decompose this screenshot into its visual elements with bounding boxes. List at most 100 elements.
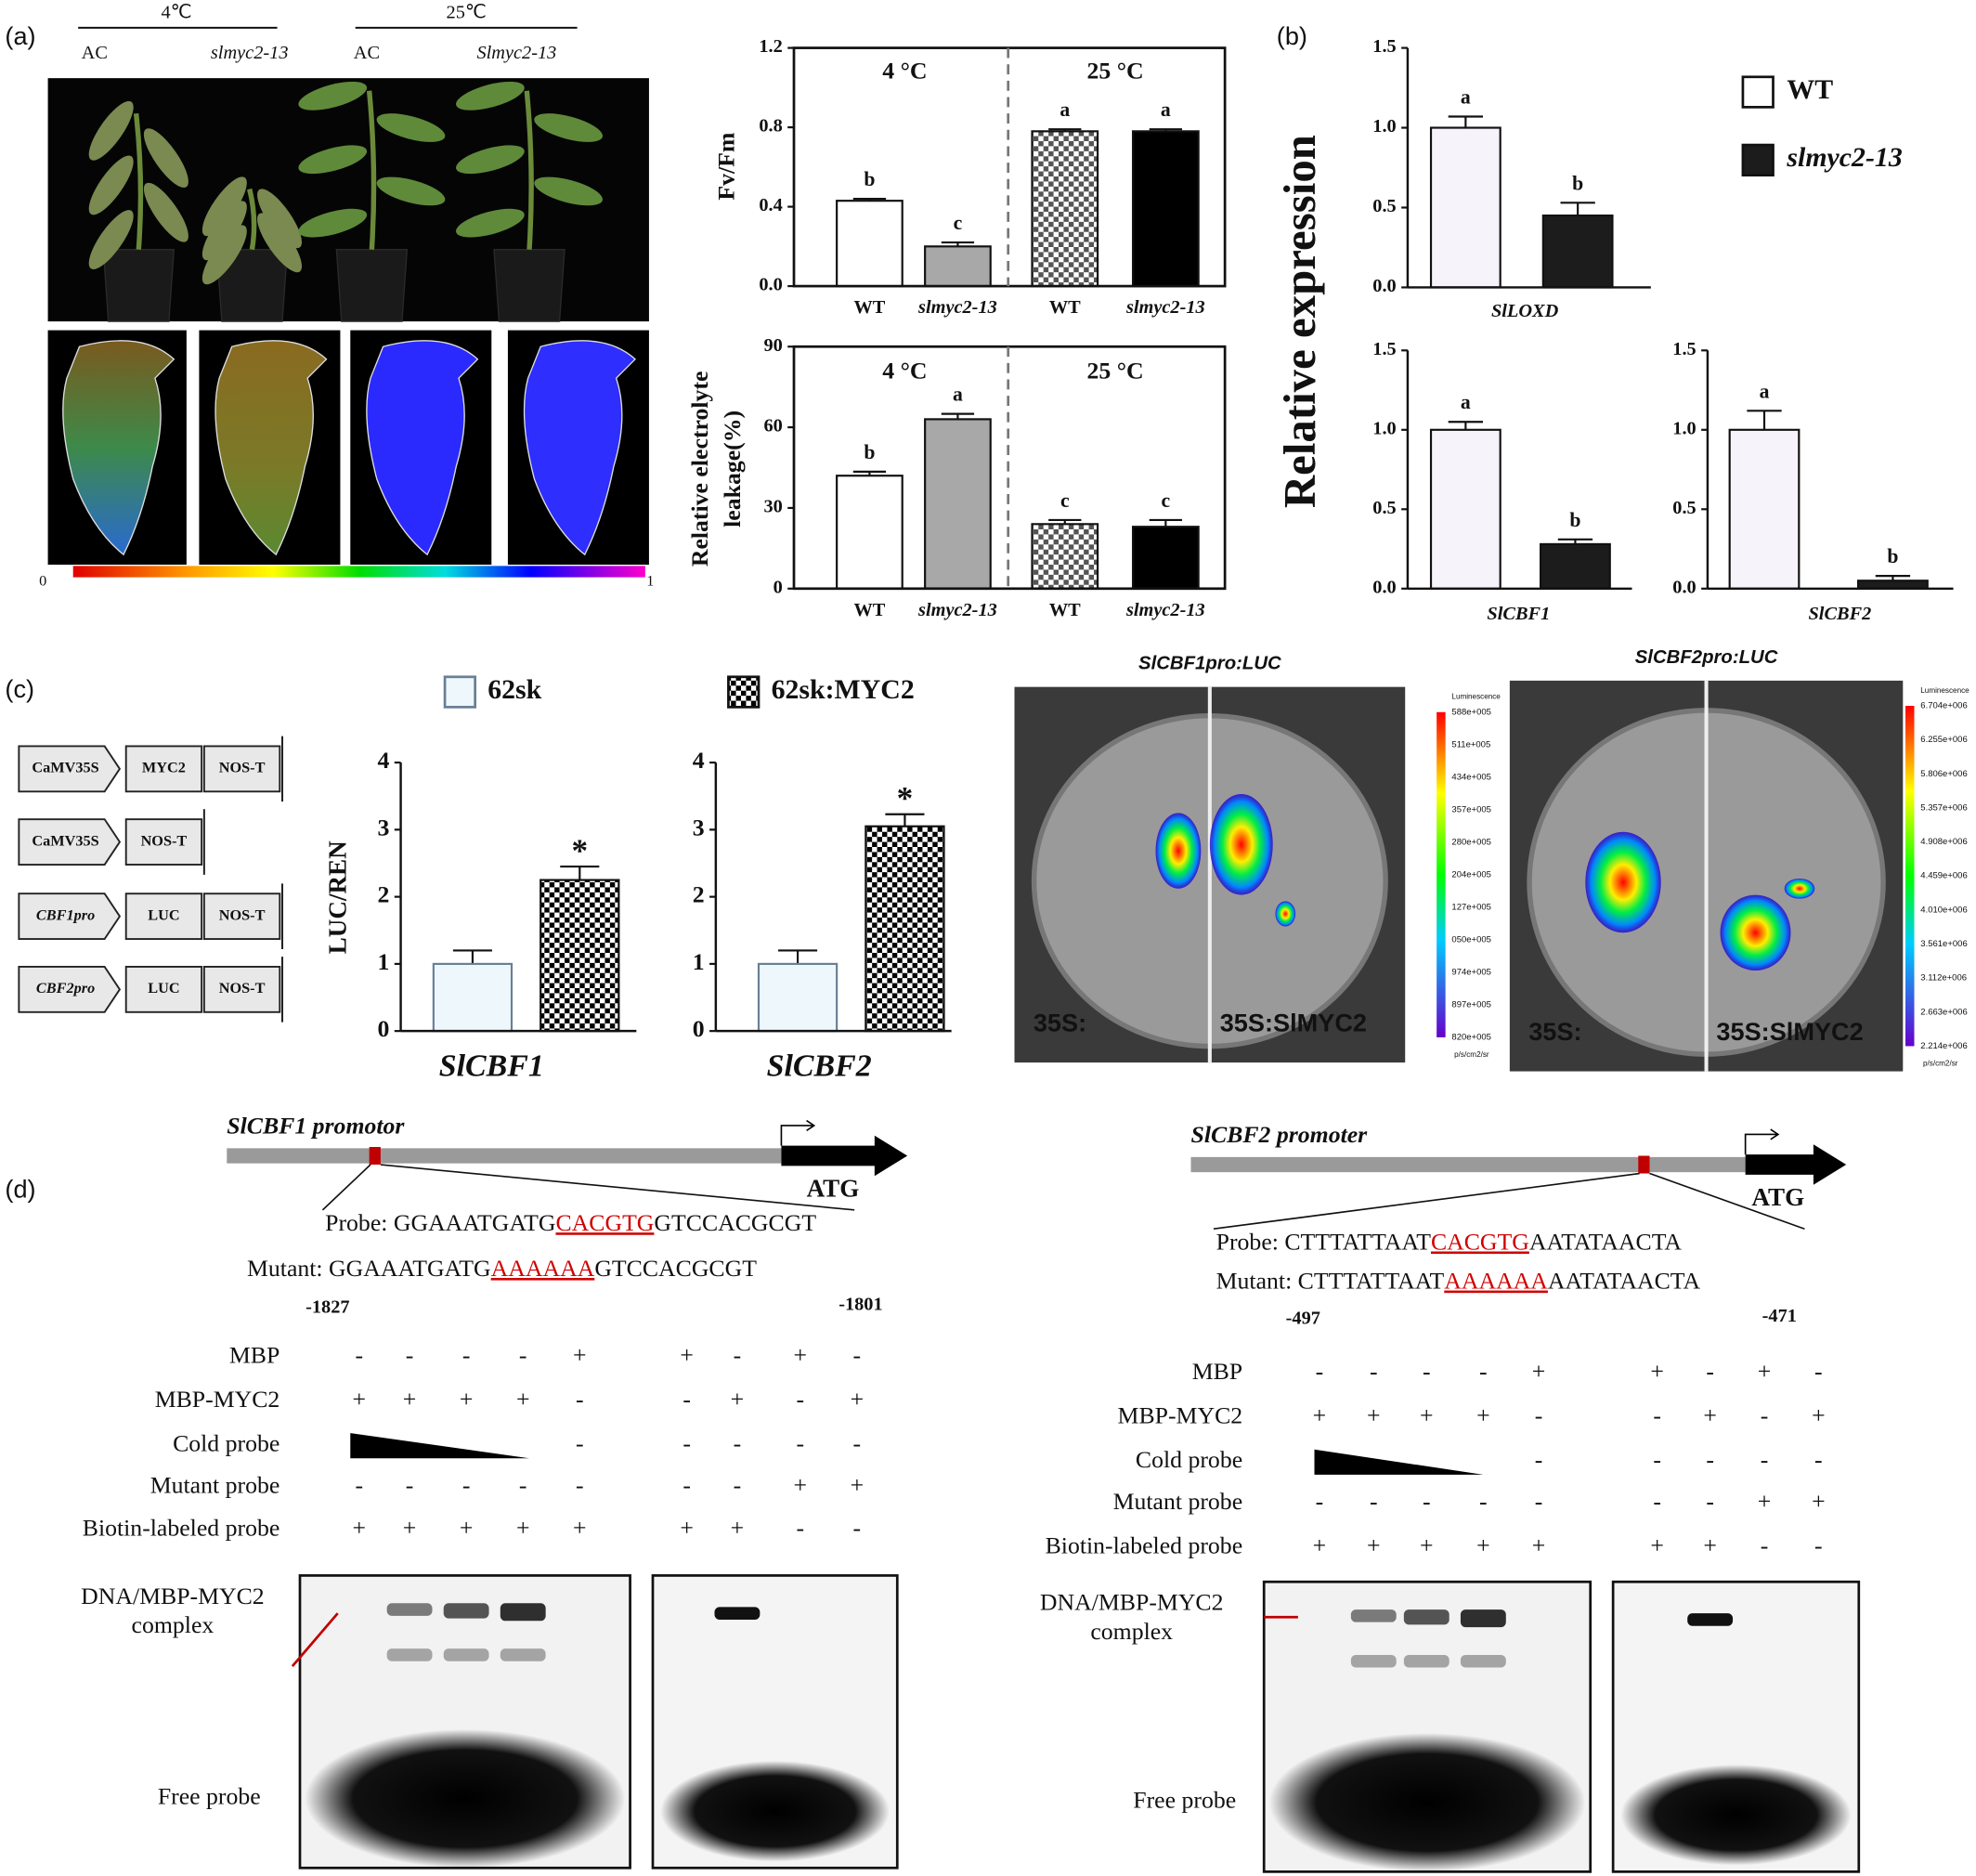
lane-sign: - — [1370, 1358, 1378, 1385]
scale-tick-label: 511e+005 — [1451, 739, 1490, 749]
y-tick-label: 2 — [377, 881, 389, 908]
lane-sign: - — [406, 1342, 414, 1369]
lane-sign: + — [851, 1471, 864, 1498]
lane-sign: - — [853, 1430, 862, 1457]
leaf-image — [62, 340, 176, 556]
band-label: DNA/MBP-MYC2 — [1040, 1589, 1224, 1616]
lane-sign: + — [794, 1342, 808, 1369]
lane-sign: + — [1650, 1358, 1664, 1385]
lane-sign: - — [853, 1342, 862, 1369]
panel-label: (c) — [5, 674, 34, 703]
genotype-label: AC — [82, 43, 108, 63]
lane-sign: + — [460, 1515, 474, 1542]
y-tick-label: 1.5 — [1672, 339, 1696, 359]
legend-label: 62sk:MYC2 — [772, 674, 915, 705]
lane-sign: + — [1812, 1488, 1826, 1515]
x-axis-label: SlCBF2 — [767, 1049, 872, 1084]
complex-band — [500, 1603, 546, 1622]
bar — [432, 962, 514, 1033]
genotype-label: AC — [354, 43, 380, 63]
promoter-title: SlCBF2 promoter — [1191, 1121, 1369, 1148]
stem — [133, 112, 144, 250]
significance-label: * — [897, 780, 914, 816]
y-tick-label: 0.0 — [1372, 577, 1396, 597]
scale-unit: p/s/cm2/sr — [1454, 1050, 1489, 1059]
lane-sign: + — [680, 1342, 694, 1369]
stem — [524, 90, 534, 250]
luminescence-spot — [1720, 894, 1791, 971]
bar — [1541, 214, 1614, 289]
y-axis-label: Relative electrolyte — [686, 371, 713, 567]
construct-box — [124, 818, 203, 866]
row-label: MBP — [1192, 1358, 1242, 1385]
shift-band — [1460, 1654, 1506, 1668]
y-tick-label: 0 — [693, 1015, 705, 1042]
sequence: Mutant: GGAAATGATGAAAAAAGTCCACGCGT — [247, 1255, 757, 1282]
leaf — [456, 81, 525, 111]
lum-scale — [1436, 711, 1446, 1037]
leaf — [534, 176, 603, 206]
scale-tick-label: 974e+005 — [1451, 967, 1491, 977]
significance-label: * — [571, 833, 588, 869]
sequence: Probe: CTTTATTAATCACGTGAATATAACTA — [1216, 1228, 1683, 1255]
scale-tick-label: 204e+005 — [1451, 869, 1491, 879]
leaf — [88, 155, 134, 215]
y-tick-label: 3 — [377, 814, 389, 840]
scale-unit: p/s/cm2/sr — [1923, 1060, 1958, 1068]
scale-max: 1 — [646, 572, 654, 590]
y-axis-label: Relative expression — [1274, 135, 1325, 508]
lane-sign: - — [1814, 1358, 1823, 1385]
zoom-line — [380, 1164, 855, 1211]
luc-side-label: 35S: — [1528, 1017, 1581, 1046]
position-label: -497 — [1286, 1309, 1320, 1329]
lane-sign: - — [682, 1386, 691, 1413]
leaf — [298, 145, 368, 175]
lane-sign: + — [573, 1342, 587, 1369]
lane-sign: + — [1420, 1402, 1434, 1429]
significance-label: b — [864, 441, 875, 463]
lane-sign: - — [796, 1430, 804, 1457]
sequence-part: GTCCACGCGT — [594, 1255, 757, 1282]
lane-sign: - — [519, 1342, 527, 1369]
sequence-part: AAAAAA — [491, 1255, 595, 1282]
shift-band — [500, 1648, 546, 1661]
panel-label: (d) — [5, 1175, 35, 1204]
scale-tick-label: 127e+005 — [1451, 902, 1491, 912]
position-label: -471 — [1762, 1306, 1797, 1326]
scale-tick-label: 6.255e+006 — [1920, 735, 1967, 745]
luc-title: SlCBF2pro:LUC — [1635, 647, 1778, 668]
lane-sign: + — [1532, 1532, 1546, 1559]
lane-sign: + — [353, 1515, 367, 1542]
tss-arrow — [780, 1119, 816, 1146]
construct-box — [202, 965, 281, 1013]
sequence-part: Probe: CTTTATTAAT — [1216, 1228, 1432, 1255]
lane-sign: - — [1814, 1532, 1823, 1559]
promoter-arrow — [18, 892, 122, 941]
bar — [1131, 526, 1200, 590]
scale-tick-label: 357e+005 — [1451, 804, 1491, 814]
band-label: DNA/MBP-MYC2 — [81, 1583, 265, 1609]
scale-tick-label: 434e+005 — [1451, 772, 1491, 782]
scale-tick-label: 5.357e+006 — [1920, 802, 1967, 813]
row-label: Biotin-labeled probe — [83, 1515, 280, 1542]
lane-sign: + — [1650, 1532, 1664, 1559]
bar — [864, 825, 945, 1033]
scale-title: Luminescence — [1920, 686, 1970, 695]
scale-tick-label: 4.908e+006 — [1920, 837, 1967, 847]
lane-sign: - — [1423, 1488, 1431, 1515]
genotype-label: Slmyc2-13 — [476, 43, 556, 63]
x-axis-label: SlLOXD — [1491, 301, 1559, 321]
lane-sign: + — [731, 1386, 745, 1413]
significance-label: a — [1060, 98, 1070, 121]
bar — [836, 475, 904, 590]
lane-sign: + — [1367, 1402, 1381, 1429]
lane-sign: + — [851, 1386, 864, 1413]
lane-sign: - — [355, 1471, 363, 1498]
zoom-line — [1649, 1172, 1805, 1230]
luc-side-label: 35S:SlMYC2 — [1220, 1009, 1367, 1037]
leaf — [143, 182, 188, 242]
band-arrow — [291, 1612, 339, 1668]
leaf — [456, 208, 525, 238]
bar — [1857, 580, 1929, 590]
lane-sign: + — [1476, 1532, 1490, 1559]
